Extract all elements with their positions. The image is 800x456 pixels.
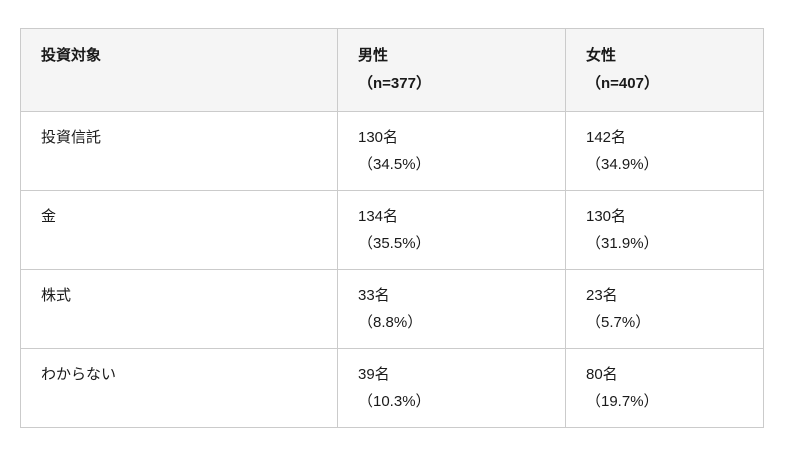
female-percent: （19.7%） bbox=[586, 393, 659, 410]
female-value-cell: 80名 （19.7%） bbox=[565, 348, 764, 428]
header-male-n: （n=377） bbox=[358, 75, 431, 92]
category-label: 投資信託 bbox=[41, 129, 102, 146]
table-row: 投資信託 130名 （34.5%） 142名 （34.9%） bbox=[20, 111, 764, 191]
male-value-cell: 39名 （10.3%） bbox=[337, 348, 566, 428]
category-cell: 金 bbox=[20, 190, 338, 270]
header-female-label: 女性 bbox=[586, 47, 617, 64]
female-count: 80名 bbox=[586, 366, 618, 383]
category-label: わからない bbox=[41, 366, 117, 383]
table-row: 金 134名 （35.5%） 130名 （31.9%） bbox=[20, 190, 764, 270]
male-count: 134名 bbox=[358, 208, 399, 225]
table-row: わからない 39名 （10.3%） 80名 （19.7%） bbox=[20, 348, 764, 428]
header-row: 投資対象 男性 （n=377） 女性 （n=407） bbox=[20, 28, 764, 112]
male-percent: （34.5%） bbox=[358, 156, 431, 173]
female-percent: （5.7%） bbox=[586, 314, 651, 331]
male-value-cell: 130名 （34.5%） bbox=[337, 111, 566, 191]
header-male-label: 男性 bbox=[358, 47, 389, 64]
female-count: 23名 bbox=[586, 287, 618, 304]
male-percent: （8.8%） bbox=[358, 314, 423, 331]
female-count: 142名 bbox=[586, 129, 627, 146]
male-value-cell: 33名 （8.8%） bbox=[337, 269, 566, 349]
male-count: 39名 bbox=[358, 366, 390, 383]
survey-table-container: 投資対象 男性 （n=377） 女性 （n=407） 投資信託 130名 bbox=[20, 28, 764, 428]
female-value-cell: 130名 （31.9%） bbox=[565, 190, 764, 270]
male-percent: （10.3%） bbox=[358, 393, 431, 410]
category-label: 金 bbox=[41, 208, 57, 225]
male-percent: （35.5%） bbox=[358, 235, 431, 252]
table-row: 株式 33名 （8.8%） 23名 （5.7%） bbox=[20, 269, 764, 349]
female-percent: （34.9%） bbox=[586, 156, 659, 173]
header-female-n: （n=407） bbox=[586, 75, 659, 92]
header-cell-male: 男性 （n=377） bbox=[337, 28, 566, 112]
female-value-cell: 142名 （34.9%） bbox=[565, 111, 764, 191]
male-count: 33名 bbox=[358, 287, 390, 304]
category-cell: 株式 bbox=[20, 269, 338, 349]
investment-survey-table: 投資対象 男性 （n=377） 女性 （n=407） 投資信託 130名 bbox=[20, 28, 764, 428]
header-cell-female: 女性 （n=407） bbox=[565, 28, 764, 112]
header-cell-category: 投資対象 bbox=[20, 28, 338, 112]
female-count: 130名 bbox=[586, 208, 627, 225]
category-label: 株式 bbox=[41, 287, 72, 304]
male-value-cell: 134名 （35.5%） bbox=[337, 190, 566, 270]
female-percent: （31.9%） bbox=[586, 235, 659, 252]
header-category-label: 投資対象 bbox=[41, 47, 102, 64]
male-count: 130名 bbox=[358, 129, 399, 146]
female-value-cell: 23名 （5.7%） bbox=[565, 269, 764, 349]
category-cell: わからない bbox=[20, 348, 338, 428]
category-cell: 投資信託 bbox=[20, 111, 338, 191]
